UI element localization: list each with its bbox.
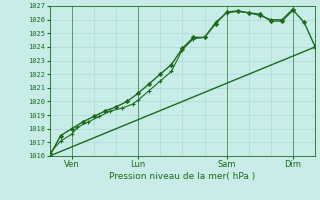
X-axis label: Pression niveau de la mer( hPa ): Pression niveau de la mer( hPa ) bbox=[109, 172, 256, 181]
